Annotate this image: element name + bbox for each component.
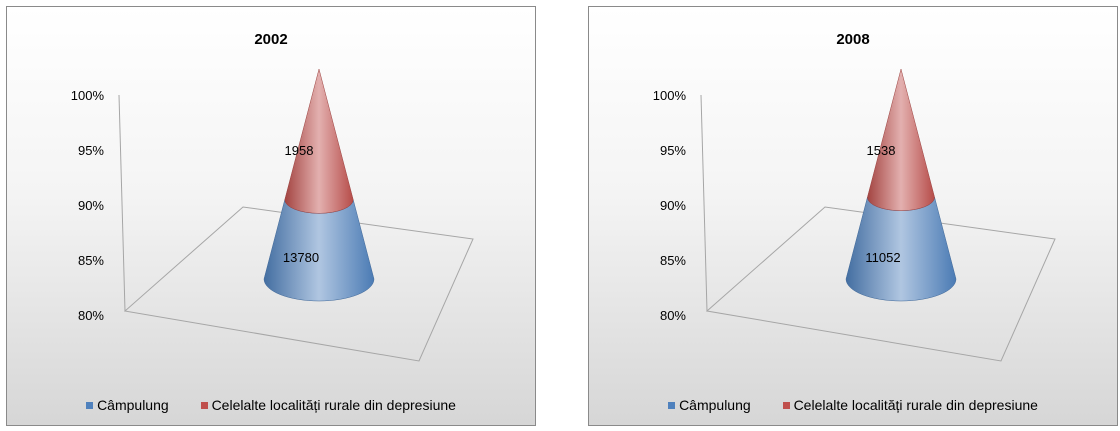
cone-segment-campulung: [845, 197, 957, 302]
y-tick-label: 85%: [78, 253, 104, 268]
legend-swatch: [668, 402, 676, 409]
legend-item-campulung: Câmpulung: [668, 397, 751, 413]
legend-item-campulung: Câmpulung: [86, 397, 169, 413]
y-tick-label: 80%: [660, 308, 686, 323]
y-axis-line: [700, 94, 708, 312]
y-tick-label: 95%: [660, 143, 686, 158]
cone-segment-rural: [284, 68, 354, 214]
legend-label: Câmpulung: [97, 397, 169, 413]
legend-item-rural: Celelalte localități rurale din depresiu…: [200, 397, 456, 413]
legend-label: Celelalte localități rurale din depresiu…: [211, 397, 456, 413]
legend: Câmpulung Celelalte localități rurale di…: [589, 397, 1117, 413]
legend-swatch: [86, 402, 94, 409]
y-tick-label: 100%: [71, 88, 105, 103]
data-label-rural: 1538: [867, 143, 896, 158]
legend-label: Câmpulung: [679, 397, 751, 413]
legend: Câmpulung Celelalte localități rurale di…: [7, 397, 535, 413]
y-tick-label: 85%: [660, 253, 686, 268]
floor-plane: [705, 206, 1056, 362]
data-label-campulung: 11052: [865, 250, 900, 265]
cone-segment-rural: [867, 68, 935, 211]
legend-swatch: [200, 402, 208, 409]
chart-plot: 80% 85% 90% 95% 100% 1958 13780: [71, 68, 474, 362]
legend-item-rural: Celelalte localități rurale din depresiu…: [782, 397, 1038, 413]
chart-panel-2002: 2002 80% 85% 90% 95% 100% 1958 13780 Câmpulung…: [6, 6, 536, 426]
floor-plane: [123, 206, 474, 362]
y-tick-label: 80%: [78, 308, 104, 323]
data-label-rural: 1958: [285, 143, 314, 158]
legend-swatch: [782, 402, 790, 409]
chart-title: 2002: [254, 31, 288, 48]
y-axis-line: [118, 94, 126, 312]
legend-label: Celelalte localități rurale din depresiu…: [793, 397, 1038, 413]
data-label-campulung: 13780: [283, 250, 319, 265]
chart-plot: 80% 85% 90% 95% 100% 1538 11052: [653, 68, 1056, 362]
y-tick-label: 100%: [653, 88, 687, 103]
chart-title: 2008: [836, 31, 870, 48]
y-tick-label: 90%: [660, 198, 686, 213]
chart-panel-2008: 2008 80% 85% 90% 95% 100% 1538 11052 Câmpulung…: [588, 6, 1118, 426]
y-tick-label: 95%: [78, 143, 104, 158]
y-tick-label: 90%: [78, 198, 104, 213]
